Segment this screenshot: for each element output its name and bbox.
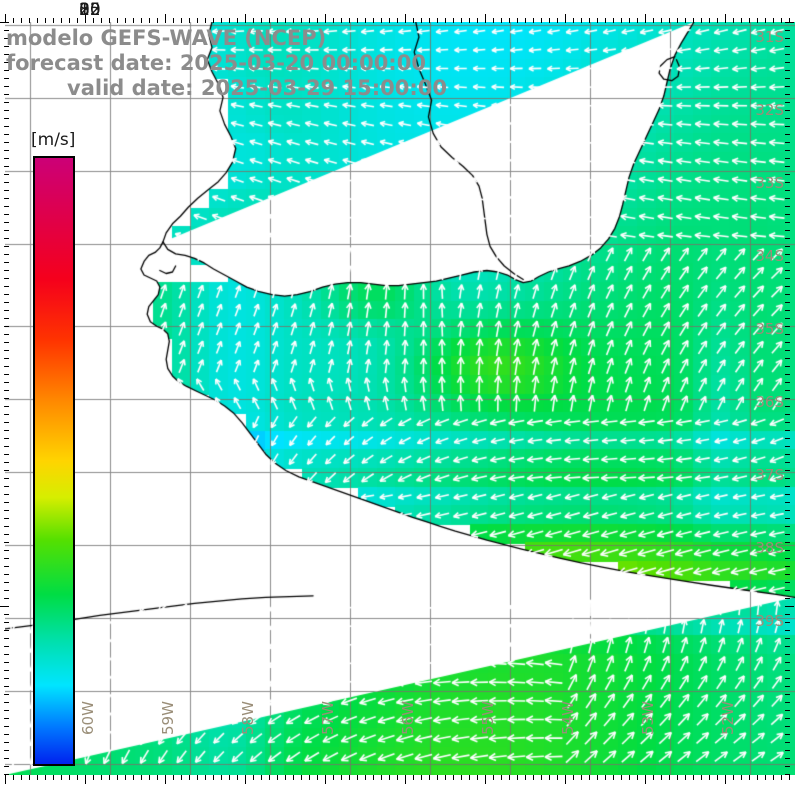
colorbar-tick-8: 8 (79, 0, 90, 20)
colorbar-swatch[interactable] (33, 156, 75, 766)
top-axis-ticks (5, 14, 795, 25)
left-axis-ticks (0, 22, 11, 775)
latitude-label-34S: 34S (755, 247, 784, 265)
longitude-label-57W: 57W (319, 701, 337, 735)
longitude-label-60W: 60W (79, 701, 97, 735)
longitude-label-53W: 53W (639, 701, 657, 735)
longitude-label-58W: 58W (239, 701, 257, 735)
right-axis-ticks (785, 22, 796, 775)
longitude-label-52W: 52W (719, 701, 737, 735)
latitude-label-38S: 38S (755, 539, 784, 557)
latitude-label-32S: 32S (755, 101, 784, 119)
latitude-label-33S: 33S (755, 174, 784, 192)
map-plot-area[interactable] (5, 22, 795, 775)
latitude-label-37S: 37S (755, 466, 784, 484)
longitude-label-54W: 54W (559, 701, 577, 735)
bottom-axis-ticks (5, 775, 795, 786)
colorbar-units-label: [m/s] (31, 130, 76, 150)
colorbar-tick-15: 15 (79, 0, 101, 20)
latitude-label-35S: 35S (755, 320, 784, 338)
wind-speed-heatmap-canvas[interactable] (5, 22, 795, 775)
colorbar-tick-22: 22 (79, 0, 101, 20)
longitude-label-56W: 56W (399, 701, 417, 735)
longitude-label-55W: 55W (479, 701, 497, 735)
longitude-label-59W: 59W (159, 701, 177, 735)
colorbar-tick-30: 30 (79, 0, 101, 20)
latitude-label-39S: 39S (755, 612, 784, 630)
latitude-label-36S: 36S (755, 393, 784, 411)
colorbar-tick-0: 0 (79, 0, 90, 20)
latitude-label-31S: 31S (755, 28, 784, 46)
colorbar-gradient (35, 158, 73, 764)
